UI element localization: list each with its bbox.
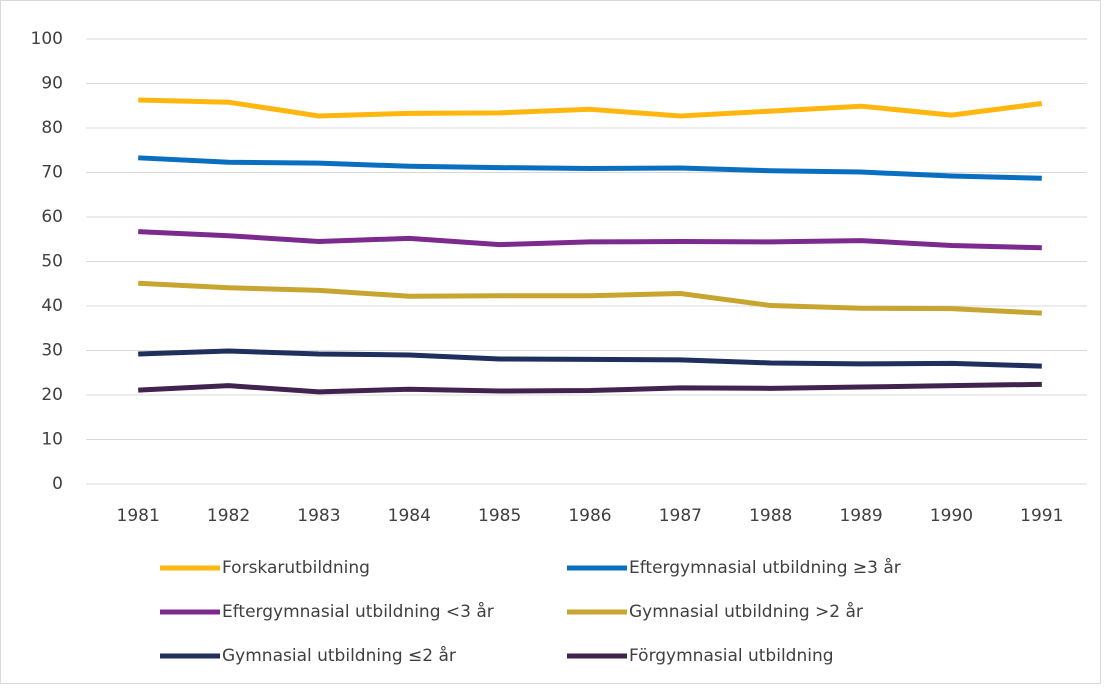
y-tick-label: 60 <box>41 207 63 227</box>
x-tick-label: 1988 <box>749 506 792 526</box>
series-line <box>138 348 1042 369</box>
y-tick-label: 100 <box>31 29 63 49</box>
legend-label: Gymnasial utbildning ≤2 år <box>222 645 456 666</box>
series-line <box>138 155 1042 181</box>
y-tick-label: 90 <box>41 74 63 94</box>
y-tick-label: 70 <box>41 163 63 183</box>
legend-label: Eftergymnasial utbildning <3 år <box>222 601 494 622</box>
legend-label: Gymnasial utbildning >2 år <box>629 601 863 622</box>
legend-label: Förgymnasial utbildning <box>629 646 834 666</box>
x-tick-label: 1990 <box>930 506 973 526</box>
y-tick-label: 40 <box>41 296 63 316</box>
series-line <box>138 280 1042 316</box>
y-tick-label: 50 <box>41 252 63 272</box>
x-tick-label: 1986 <box>568 506 611 526</box>
y-tick-label: 20 <box>41 385 63 405</box>
series-line <box>138 229 1042 251</box>
x-tick-label: 1991 <box>1020 506 1063 526</box>
series-line <box>138 381 1042 395</box>
x-tick-label: 1984 <box>388 506 431 526</box>
x-tick-label: 1987 <box>659 506 702 526</box>
series-line <box>138 97 1043 119</box>
y-tick-label: 80 <box>41 118 63 138</box>
x-tick-label: 1981 <box>117 506 160 526</box>
x-tick-label: 1983 <box>297 506 340 526</box>
y-tick-label: 30 <box>41 341 63 361</box>
x-tick-label: 1985 <box>478 506 521 526</box>
y-tick-label: 0 <box>52 474 63 494</box>
legend-label: Eftergymnasial utbildning ≥3 år <box>629 557 901 578</box>
legend-label: Forskarutbildning <box>222 558 370 578</box>
y-tick-label: 10 <box>41 430 63 450</box>
x-tick-label: 1989 <box>839 506 882 526</box>
x-tick-label: 1982 <box>207 506 250 526</box>
